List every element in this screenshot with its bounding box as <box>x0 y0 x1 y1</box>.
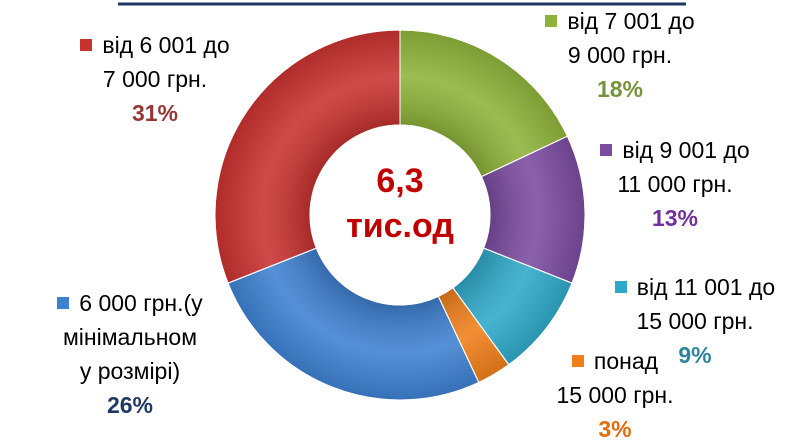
percent-label: 26% <box>106 392 154 418</box>
slice-shade <box>214 29 401 284</box>
category-name: від 11 001 до 15 000 грн. <box>636 274 776 334</box>
center-unit: тис.од <box>346 207 454 245</box>
category-name: понад 15 000 грн. <box>556 348 674 408</box>
legend-marker <box>80 39 93 51</box>
legend-marker <box>545 15 558 27</box>
percent-label: 3% <box>598 416 632 442</box>
percent-label: 31% <box>131 100 179 126</box>
center-value: 6,3 <box>376 162 423 200</box>
category-name: від 6 001 до 7 000 грн. <box>102 32 230 92</box>
category-name: 6 000 грн.(у мінімальном у розмірі) <box>62 290 203 384</box>
slice-shade <box>399 29 569 178</box>
legend-marker <box>600 144 613 156</box>
percent-label: 9% <box>678 342 712 368</box>
category-name: від 9 001 до 11 000 грн. <box>617 137 750 197</box>
slice-shade <box>227 247 480 401</box>
slice-label: від 11 001 до 15 000 грн. 9% <box>585 270 804 372</box>
slice-label: від 9 001 до 11 000 грн. 13% <box>570 133 780 235</box>
legend-marker <box>57 297 70 309</box>
legend-marker <box>571 355 584 367</box>
slice-label: понад 15 000 грн. 3% <box>505 344 725 446</box>
category-name: від 7 001 до 9 000 грн. <box>567 8 695 68</box>
slice-label: 6 000 грн.(у мінімальном у розмірі) 26% <box>10 286 250 422</box>
slice-label: від 6 001 до 7 000 грн. 31% <box>50 28 260 130</box>
percent-label: 18% <box>596 76 644 102</box>
legend-marker <box>614 281 627 293</box>
percent-label: 13% <box>651 205 699 231</box>
slice-label: від 7 001 до 9 000 грн. 18% <box>520 4 720 106</box>
